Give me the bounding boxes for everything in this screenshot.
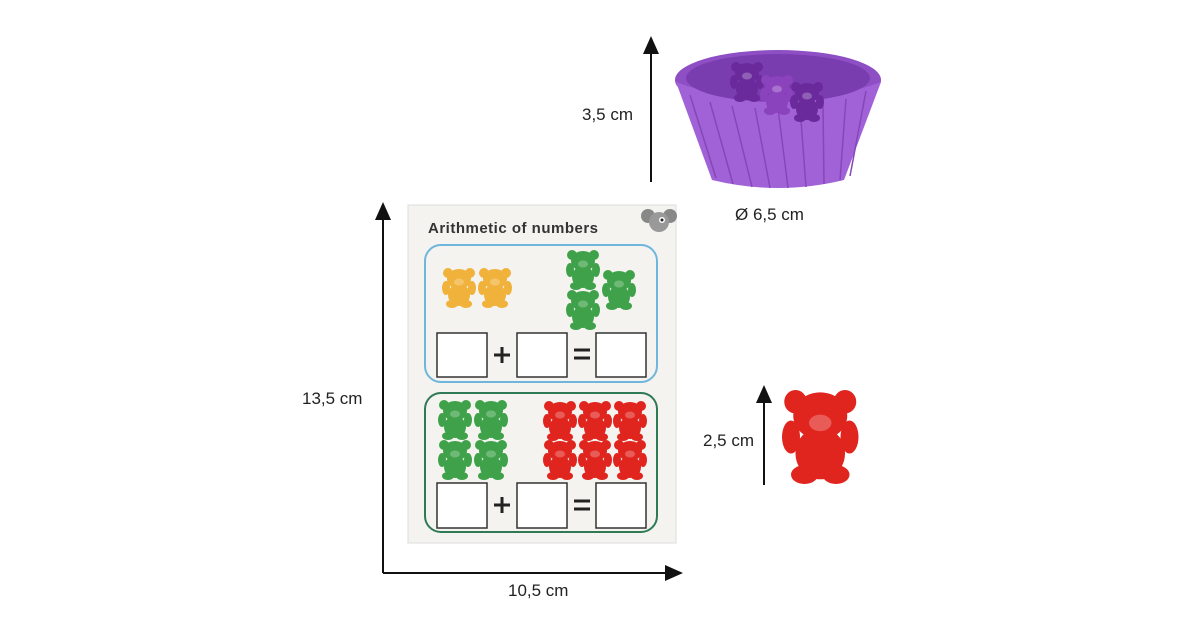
red-bear xyxy=(543,440,577,480)
yellow-bear xyxy=(478,268,512,308)
bowl-height-label: 3,5 cm xyxy=(582,105,634,124)
yellow-bear xyxy=(442,268,476,308)
card-width-label: 10,5 cm xyxy=(508,581,569,600)
problem-frame-1 xyxy=(424,244,658,383)
green-bear xyxy=(602,270,636,310)
green-bear xyxy=(438,440,472,480)
answer-box xyxy=(595,482,647,529)
answer-box xyxy=(436,482,488,529)
red-bear xyxy=(613,440,647,480)
worksheet-title: Arithmetic of numbers xyxy=(428,220,599,237)
red-bear xyxy=(543,401,577,441)
red-bear xyxy=(613,401,647,441)
answer-box xyxy=(436,332,488,378)
bear-height-label: 2,5 cm xyxy=(703,431,755,450)
answer-box xyxy=(516,482,568,529)
green-bear xyxy=(474,440,508,480)
red-bear-sample xyxy=(782,390,859,484)
red-bear xyxy=(578,401,612,441)
answer-box xyxy=(595,332,647,378)
problem-frame-2 xyxy=(424,392,658,533)
green-bear xyxy=(438,400,472,440)
green-bear xyxy=(474,400,508,440)
card-height-label: 13,5 cm xyxy=(302,389,363,408)
answer-box xyxy=(516,332,568,378)
green-bear xyxy=(566,290,600,330)
red-bear xyxy=(578,440,612,480)
green-bear xyxy=(566,250,600,290)
purple-bowl xyxy=(675,50,881,189)
bowl-diameter-label: Ø 6,5 cm xyxy=(735,205,804,224)
koala-icon xyxy=(641,209,677,232)
